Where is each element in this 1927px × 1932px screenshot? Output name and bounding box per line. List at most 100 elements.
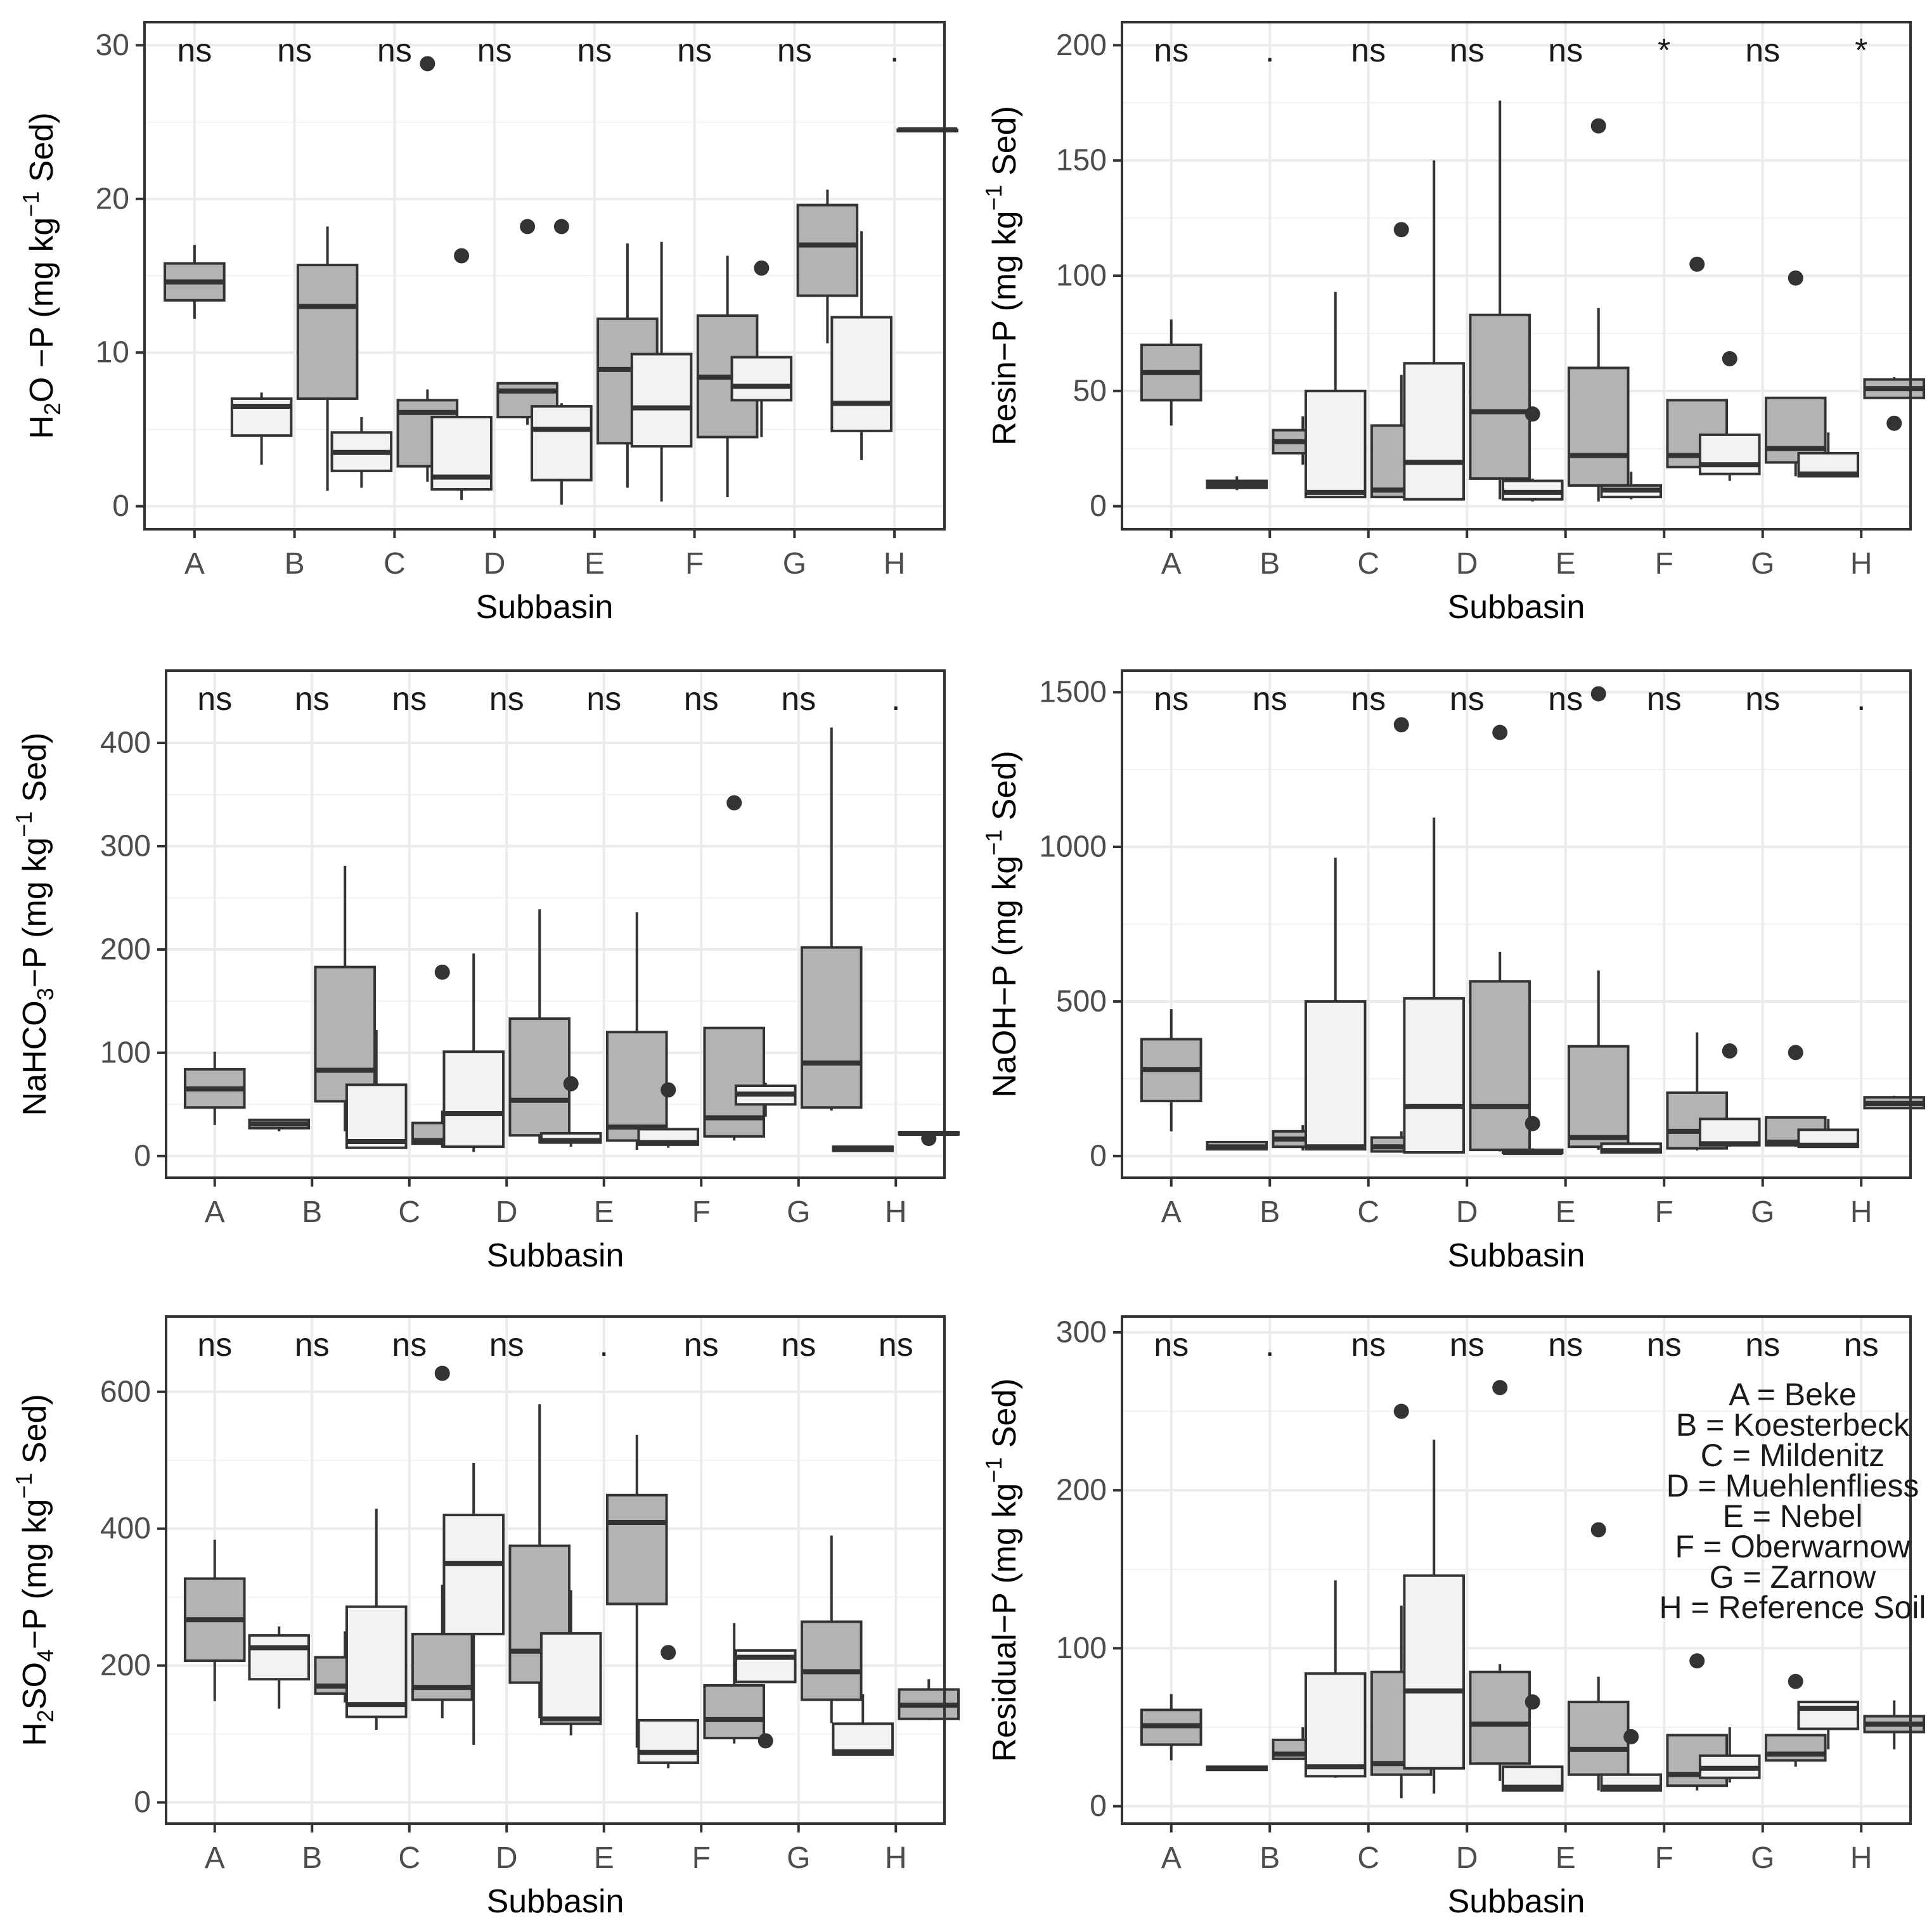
box-G-light [730,260,793,437]
box-E-light [539,1076,602,1147]
box-H-dark [898,1130,960,1147]
box-B-light [1206,1765,1268,1772]
x-tick-label: A [205,1841,225,1875]
significance-label: ns [477,32,512,69]
y-tick-label: 200 [1056,1474,1107,1507]
box-E-dark [605,912,668,1150]
x-axis-title: Subbasin [1448,589,1585,626]
outlier-point [754,260,770,276]
y-tick-label: 300 [1056,1315,1107,1349]
outlier-point [434,1365,450,1381]
box-F-light [1600,1142,1663,1154]
x-tick-label: E [584,547,605,581]
x-tick-label: A [1161,1195,1182,1229]
box-G-light [734,1649,797,1749]
box-D-dark [1469,724,1531,1152]
y-tick-label: 200 [100,932,151,966]
box-B-light [248,1626,311,1709]
box-body [1469,1670,1531,1765]
x-tick-label: F [1655,547,1673,581]
box-D-light [442,953,505,1152]
y-tick-label: 30 [96,29,129,62]
significance-label: . [891,681,900,718]
box-F-dark [703,795,766,1141]
x-tick-label: E [594,1195,614,1229]
y-title-text: SO [16,1662,53,1710]
significance-label: . [600,1327,609,1363]
y-title-superscript: −1 [11,1473,37,1499]
outlier-point [661,1082,676,1098]
box-H-dark [898,1679,960,1720]
legend-entry: B = Koesterbeck [1676,1407,1910,1443]
y-tick-label: 20 [96,182,129,216]
box-F-light [637,1082,700,1148]
significance-label: * [1855,32,1867,69]
y-tick-label: 200 [1056,29,1107,62]
x-tick-label: A [184,547,205,581]
box-G-dark [1764,270,1827,477]
box-body [539,1632,602,1725]
x-tick-label: C [383,547,406,581]
x-tick-label: D [1456,1195,1478,1229]
box-E-light [1501,1694,1564,1792]
x-tick-label: G [783,547,806,581]
outlier-point [1590,118,1606,134]
box-B-dark [314,865,377,1131]
box-A [1140,1009,1202,1131]
box-body [1567,1045,1630,1149]
x-tick-label: F [1655,1195,1673,1229]
box-body [1403,1574,1466,1770]
panel-border [1121,1315,1912,1825]
box-G-light [734,1083,797,1117]
box-H-light [1797,432,1860,478]
box-E-dark [1567,118,1630,502]
box-D-dark [508,909,571,1144]
significance-label: ns [1745,32,1780,69]
outlier-point [1524,1116,1540,1131]
box-G-dark [796,190,859,344]
outlier-point [1393,222,1409,238]
x-tick-label: D [1456,547,1478,581]
x-tick-label: A [1161,1841,1182,1875]
significance-label: ns [586,681,621,718]
outlier-point [1623,1729,1639,1744]
x-tick-label: B [302,1841,322,1875]
x-tick-label: H [1850,547,1872,581]
box-body [1469,980,1531,1152]
outlier-point [661,1645,676,1661]
x-axis-title: Subbasin [487,1883,624,1920]
box-A [183,1539,246,1701]
y-title-subscript: 2 [39,402,65,415]
outlier-point [1492,1380,1508,1396]
box-body [830,316,893,432]
y-title-text: Sed) [986,1378,1023,1457]
x-tick-label: D [496,1195,518,1229]
x-tick-label: F [692,1195,711,1229]
box-A [164,245,226,319]
x-tick-label: H [1850,1195,1872,1229]
y-tick-label: 100 [1056,259,1107,293]
x-tick-label: D [484,547,506,581]
box-body [442,1514,505,1635]
significance-label: ns [392,1327,427,1363]
box-E-light [1501,406,1564,502]
x-tick-label: E [594,1841,614,1875]
outlier-point [1393,1403,1409,1419]
x-tick-label: D [1456,1841,1478,1875]
significance-label: ns [197,681,232,718]
significance-label: . [890,32,899,69]
box-body [800,946,863,1109]
box-D-light [1403,160,1466,501]
y-axis-title: NaHCO3−P (mg kg−1 Sed) [11,733,58,1116]
outlier-point [1492,724,1508,740]
y-title-superscript: −1 [981,830,1007,856]
legend-entry: C = Mildenitz [1701,1438,1885,1473]
outlier-point [1886,415,1902,431]
panel-border [143,21,946,531]
x-tick-label: G [1751,1195,1774,1229]
y-title-superscript: −1 [981,184,1007,210]
x-axis-title: Subbasin [476,589,614,626]
box-body [630,352,693,448]
panel-residual-p: ns. ns ns ns ns ns ns 0 100 200 300 A B C D E F G H Subbasi… [981,1315,1926,1920]
